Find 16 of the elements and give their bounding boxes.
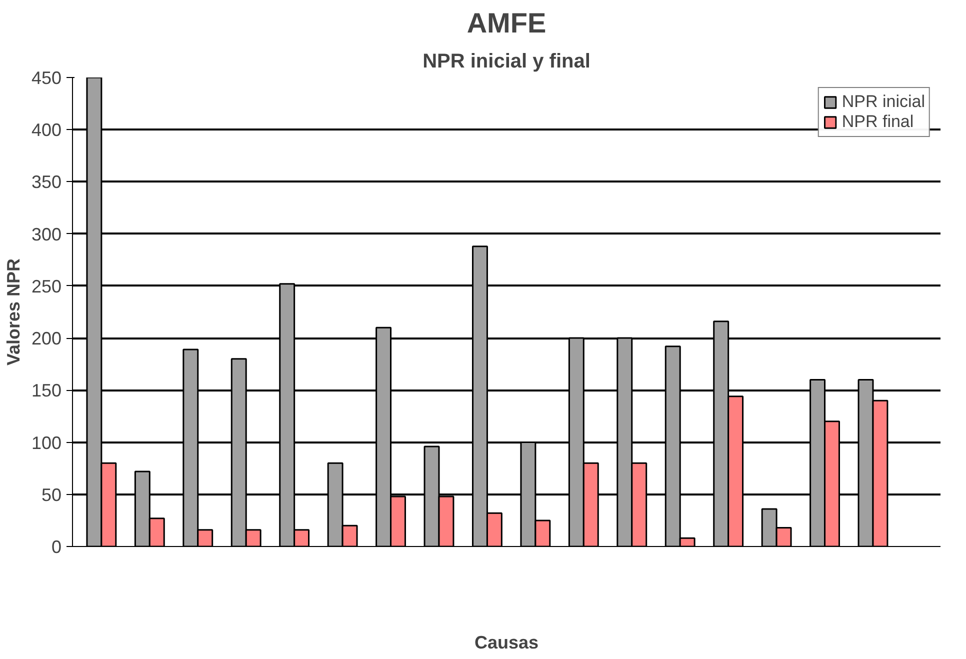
chart-subtitle: NPR inicial y final xyxy=(422,50,590,72)
y-axis-title: Valores NPR xyxy=(3,258,24,366)
y-tick-label: 450 xyxy=(31,68,62,88)
x-axis-title: Causas xyxy=(474,632,539,652)
y-tick-label: 250 xyxy=(31,276,62,296)
y-tick-label: 400 xyxy=(31,120,62,140)
y-tick-label: 200 xyxy=(31,328,62,349)
legend-label: NPR final xyxy=(842,112,914,132)
y-tick-label: 50 xyxy=(41,484,62,505)
legend-label: NPR inicial xyxy=(842,92,925,112)
y-tick-label: 150 xyxy=(31,380,62,401)
y-tick-label: 300 xyxy=(31,224,62,244)
chart-title: AMFE xyxy=(466,8,546,38)
y-tick-label: 350 xyxy=(31,172,62,192)
y-tick-label: 0 xyxy=(51,537,62,557)
y-tick-label: 100 xyxy=(31,432,62,453)
